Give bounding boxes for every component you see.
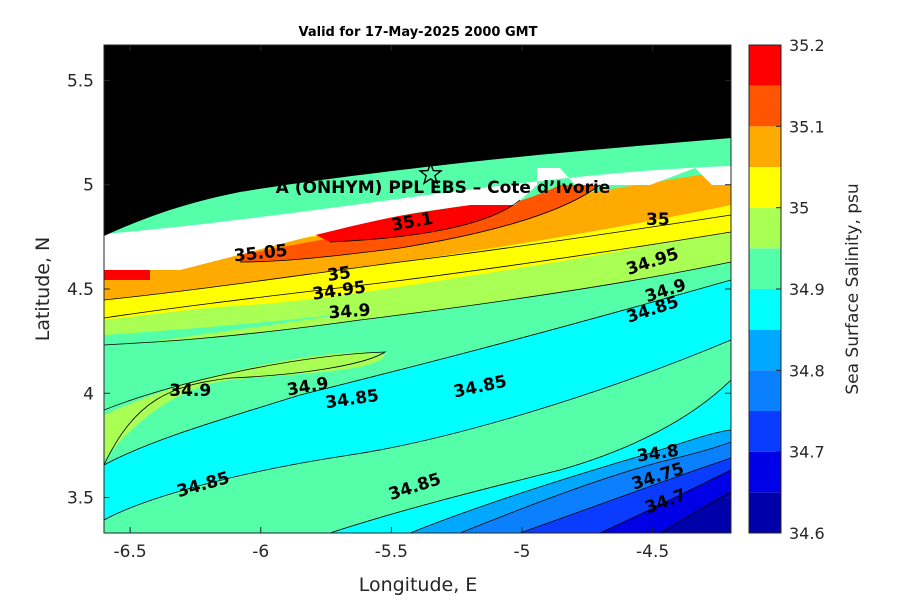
colorbar-tick-label: 35.2 — [789, 36, 825, 55]
contour-label: 34.9 — [328, 301, 371, 324]
colorbar-tick-label: 34.9 — [789, 280, 825, 299]
x-tick-label: -6.5 — [114, 542, 147, 562]
x-tick-label: -5.5 — [375, 542, 408, 562]
y-axis-label: Latitude, N — [32, 237, 54, 342]
chart-title: Valid for 17-May-2025 2000 GMT — [299, 25, 538, 40]
colorbar-segment — [749, 85, 781, 127]
colorbar-segment — [749, 329, 781, 371]
plot-area — [104, 45, 731, 533]
y-tick-label: 5.5 — [67, 71, 94, 91]
x-tick-label: -4.5 — [636, 542, 669, 562]
colorbar-label: Sea Surface Salinity, psu — [843, 183, 863, 394]
band-34.9-34.95-upper — [104, 228, 731, 335]
x-axis-label: Longitude, E — [359, 574, 478, 596]
colorbar-tick-label: 35 — [789, 199, 809, 218]
colorbar-tick-label: 35.1 — [789, 117, 825, 136]
y-tick-label: 4.5 — [67, 280, 94, 300]
contour-label: 35 — [326, 263, 352, 286]
colorbar-segment — [749, 167, 781, 208]
y-tick-label: 3.5 — [67, 489, 94, 509]
colorbar-tick-label: 34.7 — [789, 443, 825, 462]
colorbar-tick-label: 34.8 — [789, 361, 825, 380]
colorbar-segment — [749, 451, 781, 493]
contour-label: 35 — [646, 210, 670, 230]
colorbar-segment — [749, 126, 781, 167]
colorbar-segment — [749, 411, 781, 452]
colorbar-segment — [749, 207, 781, 249]
y-axis: 3.5 4 4.5 5 5.5 — [67, 71, 731, 509]
colorbar-segment — [749, 492, 781, 533]
site-label: A (ONHYM) PPL EBS – Cote d’Ivorie — [276, 178, 611, 198]
y-tick-label: 5 — [83, 176, 94, 196]
x-axis: -6.5 -6 -5.5 -5 -4.5 — [114, 45, 669, 562]
colorbar-tick-label: 34.6 — [789, 524, 825, 543]
contour-label: 34.9 — [169, 381, 211, 401]
colorbar-segment — [749, 289, 781, 330]
colorbar-segment — [749, 45, 781, 86]
colorbar-segment — [749, 370, 781, 411]
site-star-icon — [418, 161, 443, 185]
band-35.1-corner — [104, 268, 150, 280]
colorbar-segment — [749, 248, 781, 289]
band-34.95-35-strip — [104, 205, 731, 318]
no-data-strip — [104, 166, 731, 270]
colorbar: 34.6 34.7 34.8 34.9 35 35.1 35.2 — [748, 36, 825, 543]
band-35.1-35.15 — [310, 200, 520, 242]
x-tick-label: -6 — [252, 542, 269, 562]
y-tick-label: 4 — [83, 384, 94, 404]
x-tick-label: -5 — [514, 542, 531, 562]
land-mass — [104, 45, 731, 236]
